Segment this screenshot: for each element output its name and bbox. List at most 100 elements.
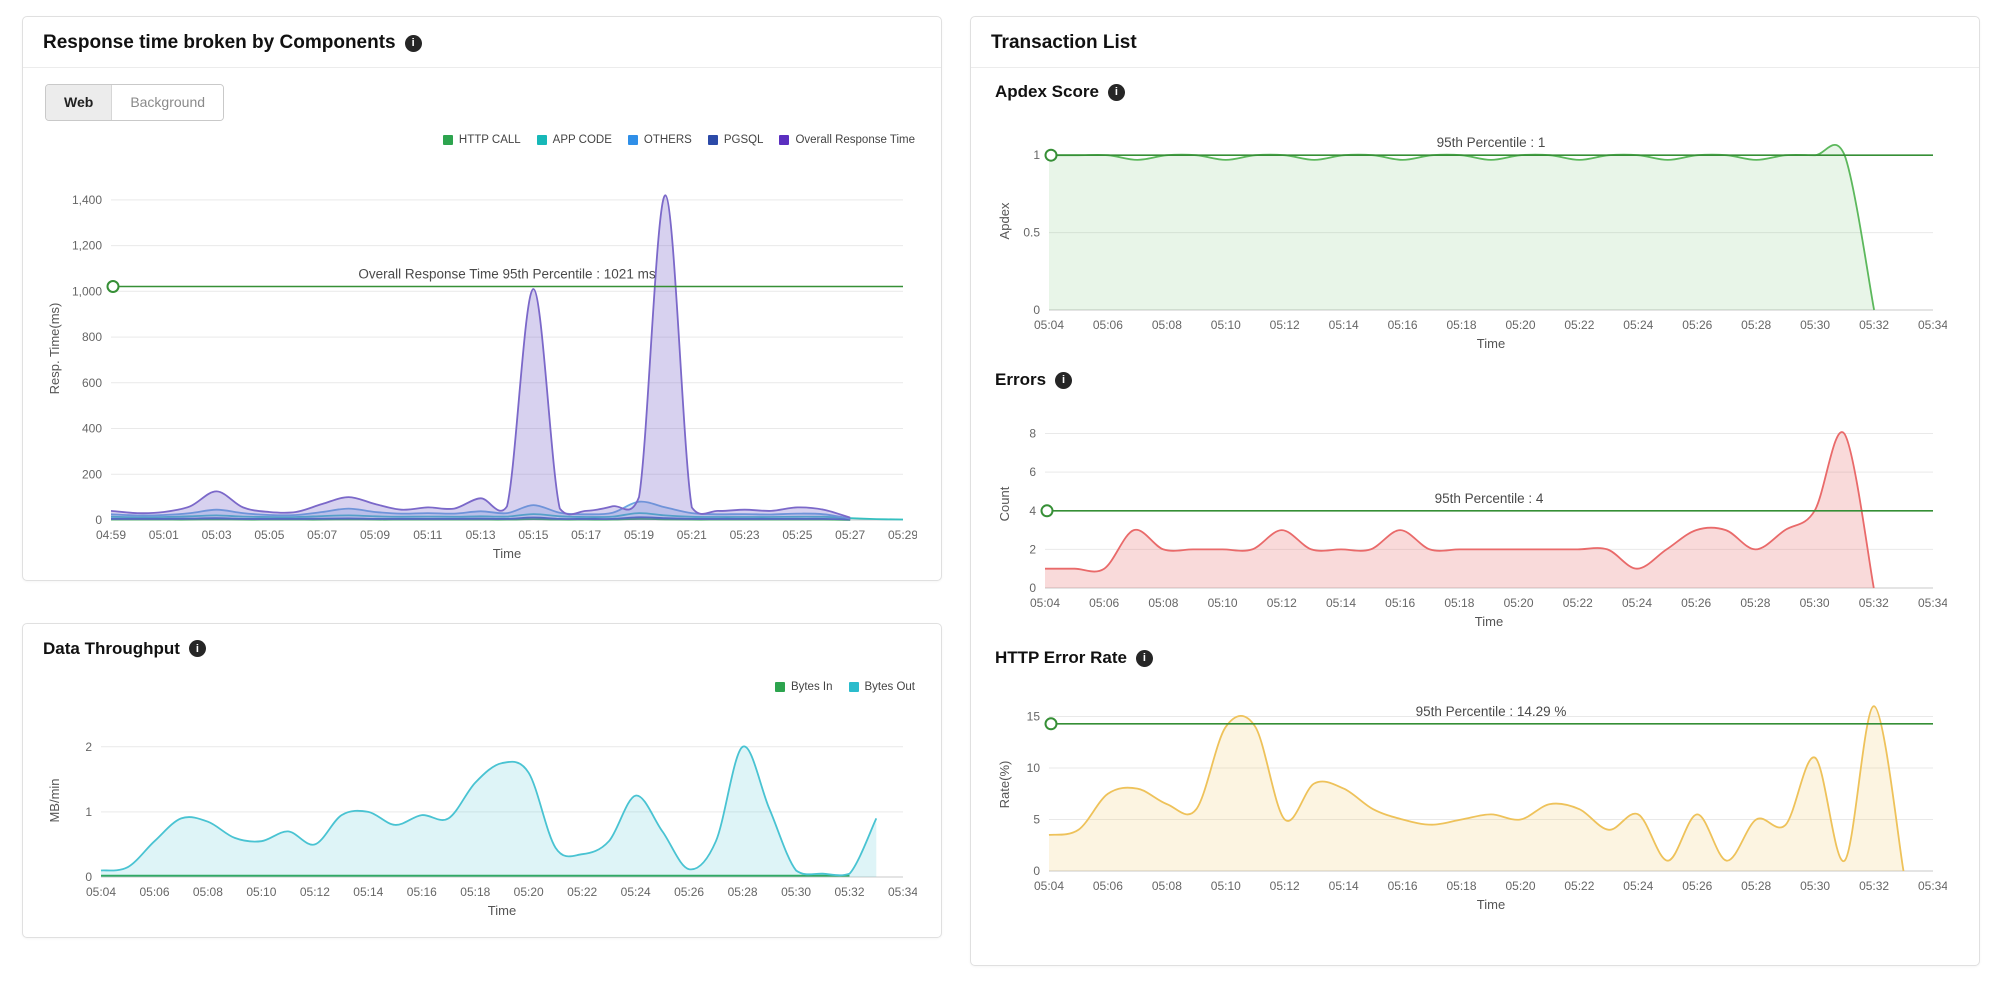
- svg-text:05:10: 05:10: [1208, 596, 1238, 610]
- svg-text:05:24: 05:24: [621, 885, 651, 899]
- svg-text:5: 5: [1033, 813, 1040, 827]
- response-chart-legend: HTTP CALL APP CODE OTHERS PGSQL: [45, 131, 915, 149]
- svg-text:05:06: 05:06: [1093, 879, 1123, 893]
- svg-text:05:30: 05:30: [1800, 596, 1830, 610]
- svg-text:05:32: 05:32: [834, 885, 864, 899]
- svg-text:05:32: 05:32: [1859, 318, 1889, 332]
- svg-text:6: 6: [1029, 465, 1036, 479]
- svg-text:95th Percentile : 1: 95th Percentile : 1: [1437, 135, 1546, 150]
- legend-item-overall-response-time[interactable]: Overall Response Time: [779, 134, 915, 146]
- tab-web[interactable]: Web: [46, 85, 112, 120]
- svg-text:05:34: 05:34: [1918, 318, 1947, 332]
- response-time-card: Response time broken by Components Web B…: [22, 16, 942, 581]
- svg-text:0: 0: [1033, 303, 1040, 317]
- svg-text:0: 0: [95, 513, 102, 527]
- legend-swatch: [442, 134, 453, 145]
- legend-label: Bytes In: [790, 680, 833, 693]
- legend-item-app-code[interactable]: APP CODE: [536, 133, 612, 146]
- svg-text:05:24: 05:24: [1623, 879, 1653, 893]
- svg-text:Time: Time: [488, 903, 516, 918]
- info-icon[interactable]: [1055, 371, 1073, 389]
- http-error-rate-title: HTTP Error Rate: [995, 648, 1127, 667]
- legend-label: Overall Response Time: [795, 133, 915, 146]
- legend-swatch: [707, 134, 718, 145]
- svg-text:05:06: 05:06: [1089, 596, 1119, 610]
- response-components-chart[interactable]: 0 200 400 600 800 1,000 1,200 1,400 04:59 05:01 05…: [45, 151, 917, 566]
- svg-text:05:13: 05:13: [466, 528, 496, 542]
- apdex-section: Apdex Score 0 0.5 1 05:04 05:06 05:08 05:10 05:…: [971, 68, 1979, 356]
- errors-title: Errors: [995, 370, 1047, 389]
- svg-text:200: 200: [82, 467, 102, 481]
- svg-text:05:17: 05:17: [571, 528, 601, 542]
- svg-text:05:29: 05:29: [888, 528, 917, 542]
- svg-text:05:22: 05:22: [1564, 879, 1594, 893]
- http-error-rate-section-header: HTTP Error Rate: [995, 638, 1955, 672]
- svg-text:05:20: 05:20: [514, 885, 544, 899]
- svg-text:Time: Time: [1475, 614, 1503, 629]
- svg-text:0: 0: [85, 870, 92, 884]
- legend-item-bytes-out[interactable]: Bytes Out: [848, 680, 916, 693]
- right-column: Transaction List Apdex Score 00.5105:040…: [970, 16, 1980, 966]
- http-error-rate-chart[interactable]: 0 5 10 15 05:04 05:06 05:08 05:10 05:12 05:14 05:1…: [995, 672, 1947, 917]
- svg-text:05:20: 05:20: [1505, 318, 1535, 332]
- legend-label: APP CODE: [552, 133, 612, 146]
- svg-text:0.5: 0.5: [1023, 226, 1040, 240]
- legend-item-http-call[interactable]: HTTP CALL: [442, 134, 521, 146]
- errors-section: Errors 0 2 4 6 8 05:04 05:06 05:08 05:10 05:12 05:…: [971, 356, 1979, 634]
- svg-text:10: 10: [1027, 761, 1041, 775]
- svg-text:05:06: 05:06: [139, 885, 169, 899]
- svg-text:400: 400: [82, 421, 102, 435]
- svg-text:05:12: 05:12: [1270, 879, 1300, 893]
- legend-swatch: [627, 134, 638, 145]
- svg-text:05:24: 05:24: [1622, 596, 1652, 610]
- svg-text:05:04: 05:04: [1034, 318, 1064, 332]
- svg-text:05:22: 05:22: [1564, 318, 1594, 332]
- svg-text:05:30: 05:30: [1800, 879, 1830, 893]
- svg-text:05:09: 05:09: [360, 528, 390, 542]
- legend-item-pgsql[interactable]: PGSQL: [707, 133, 764, 146]
- svg-text:05:26: 05:26: [1682, 879, 1712, 893]
- svg-text:1: 1: [85, 805, 92, 819]
- svg-text:Resp. Time(ms): Resp. Time(ms): [47, 302, 62, 394]
- svg-text:05:25: 05:25: [782, 528, 812, 542]
- svg-text:1: 1: [1033, 148, 1040, 162]
- svg-text:05:18: 05:18: [1446, 879, 1476, 893]
- tab-background[interactable]: Background: [111, 85, 224, 120]
- svg-text:05:18: 05:18: [460, 885, 490, 899]
- info-icon[interactable]: [404, 34, 422, 52]
- svg-text:Time: Time: [1477, 336, 1505, 351]
- info-icon[interactable]: [188, 640, 206, 658]
- info-icon[interactable]: [1135, 649, 1153, 667]
- throughput-card-body: Bytes In Bytes Out 0 1 2 05:04 05:06 05:08 05:…: [23, 678, 941, 937]
- apdex-chart[interactable]: 0 0.5 1 05:04 05:06 05:08 05:10 05:12 05:14 05:16…: [995, 106, 1947, 356]
- svg-text:05:26: 05:26: [1681, 596, 1711, 610]
- svg-text:05:19: 05:19: [624, 528, 654, 542]
- legend-item-others[interactable]: OTHERS: [627, 134, 692, 146]
- info-icon[interactable]: [1107, 83, 1125, 101]
- legend-label: Bytes Out: [864, 680, 916, 693]
- svg-text:Time: Time: [493, 546, 521, 561]
- svg-text:05:10: 05:10: [1211, 879, 1241, 893]
- svg-text:05:32: 05:32: [1859, 596, 1889, 610]
- svg-text:05:11: 05:11: [413, 528, 442, 542]
- left-column: Response time broken by Components Web B…: [22, 16, 942, 966]
- svg-text:05:34: 05:34: [1918, 879, 1947, 893]
- svg-text:2: 2: [85, 740, 92, 754]
- errors-chart[interactable]: 0 2 4 6 8 05:04 05:06 05:08 05:10 05:12 05:14 05:16…: [995, 394, 1947, 634]
- svg-text:0: 0: [1029, 581, 1036, 595]
- svg-text:05:06: 05:06: [1093, 318, 1123, 332]
- data-throughput-chart[interactable]: 0 1 2 05:04 05:06 05:08 05:10 05:12 05:14 05:16 05…: [45, 698, 917, 923]
- legend-swatch: [848, 681, 859, 692]
- svg-text:05:30: 05:30: [1800, 318, 1830, 332]
- svg-text:05:34: 05:34: [1918, 596, 1947, 610]
- svg-text:1,400: 1,400: [72, 193, 102, 207]
- http-error-rate-section: HTTP Error Rate 0 5 10 15 05:04 05:06 05:08 05:…: [971, 634, 1979, 917]
- svg-text:05:16: 05:16: [1388, 318, 1418, 332]
- svg-text:15: 15: [1027, 710, 1041, 724]
- svg-text:05:14: 05:14: [353, 885, 383, 899]
- transaction-list-header: Transaction List: [971, 17, 1979, 68]
- legend-label: PGSQL: [723, 133, 764, 146]
- svg-text:05:12: 05:12: [1267, 596, 1297, 610]
- legend-item-bytes-in[interactable]: Bytes In: [774, 680, 833, 693]
